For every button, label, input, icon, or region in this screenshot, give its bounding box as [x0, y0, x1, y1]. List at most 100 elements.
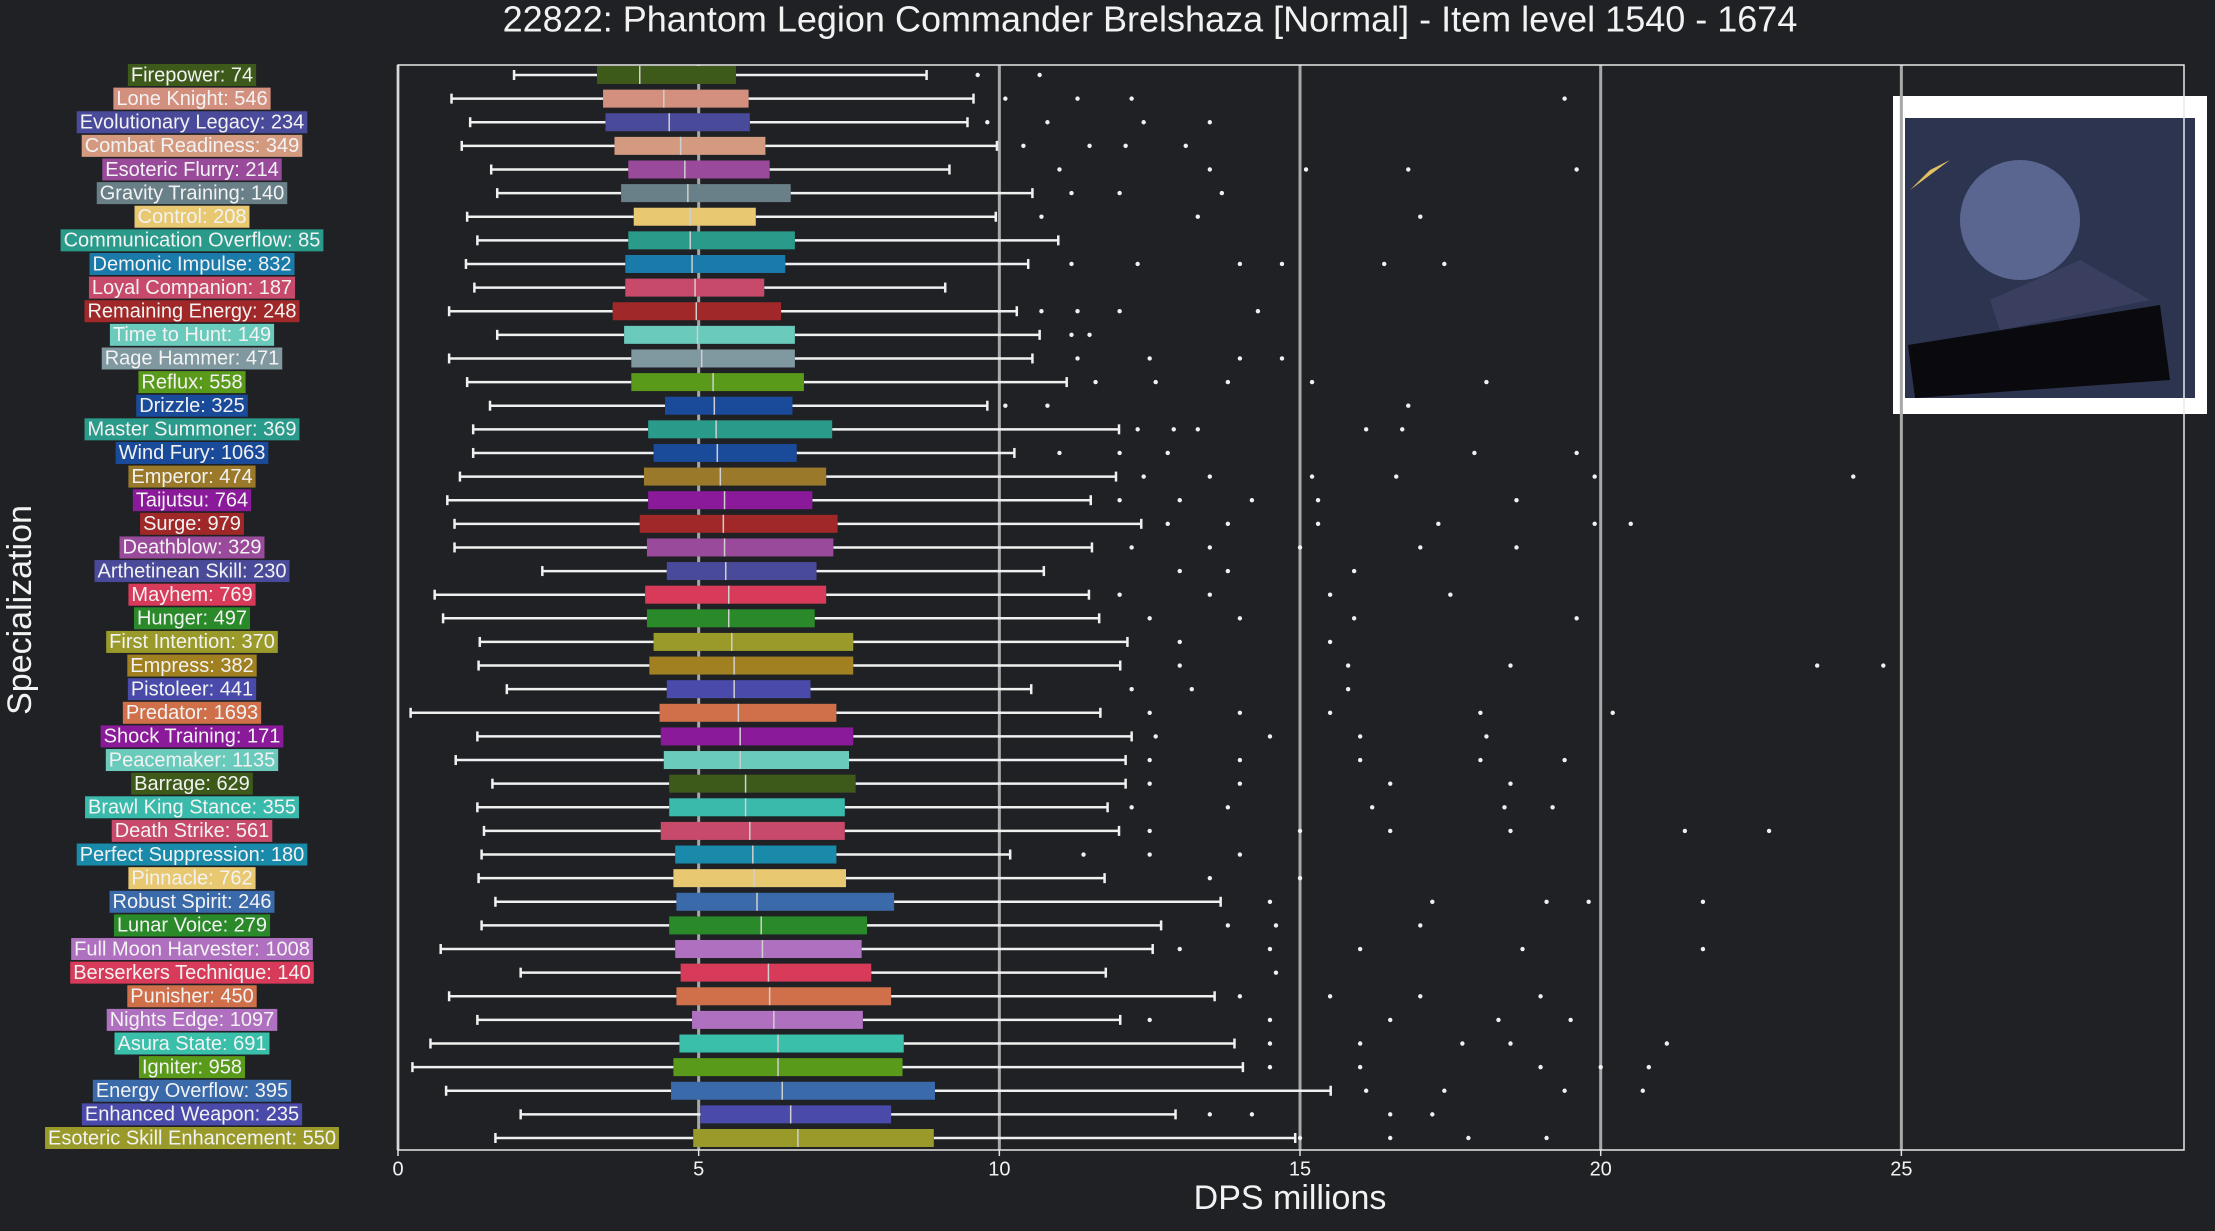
outlier: [1418, 214, 1423, 219]
y-tick-label: Arthetinean Skill: 230: [97, 560, 286, 582]
category-label: Lunar Voice: 279: [113, 914, 271, 937]
box: [614, 136, 766, 155]
outlier: [1237, 261, 1243, 267]
outlier: [1357, 757, 1363, 763]
y-tick-label: Hunger: 497: [137, 608, 247, 630]
outlier: [1237, 994, 1243, 999]
outlier: [1478, 757, 1483, 763]
label-background: [128, 465, 256, 488]
category-label: Barrage: 629: [131, 772, 253, 795]
outlier: [1430, 899, 1435, 904]
outlier: [1508, 1041, 1513, 1046]
y-tick-label: Shock Training: 171: [104, 726, 281, 748]
box: [669, 774, 856, 793]
category-label: Esoteric Skill Enhancement: 550: [45, 1127, 339, 1149]
outlier: [1147, 781, 1152, 786]
outlier: [1460, 1041, 1465, 1046]
outlier: [1418, 545, 1423, 550]
outlier: [1129, 545, 1134, 550]
y-tick-label: Brawl King Stance: 355: [88, 797, 296, 819]
outlier: [1562, 757, 1567, 763]
plot-frame: [397, 64, 2185, 1151]
outlier: [1766, 828, 1772, 834]
outlier: [1147, 852, 1152, 857]
label-background: [100, 725, 284, 748]
outlier: [1087, 332, 1092, 338]
y-tick-label: Igniter: 958: [142, 1056, 242, 1078]
outlier: [1249, 1112, 1255, 1117]
y-tick-label: Pistoleer: 441: [131, 678, 253, 700]
label-background: [134, 205, 250, 228]
outlier: [1315, 521, 1321, 527]
y-tick-label: Punisher: 450: [130, 986, 253, 1008]
outlier: [1508, 663, 1513, 668]
outlier: [1075, 96, 1080, 101]
outlier: [1586, 899, 1591, 904]
outlier: [1039, 214, 1044, 219]
outlier: [1195, 214, 1200, 219]
y-tick-label: Loyal Companion: 187: [92, 277, 292, 299]
outlier: [1267, 734, 1273, 739]
outlier: [1484, 734, 1489, 739]
box: [645, 585, 827, 604]
outlier: [1382, 261, 1387, 267]
label-background: [81, 1103, 303, 1126]
outlier: [1351, 616, 1357, 621]
outlier: [1442, 261, 1447, 267]
label-background: [85, 796, 299, 819]
outlier: [1520, 946, 1525, 952]
label-background: [138, 1056, 246, 1079]
outlier: [1682, 828, 1688, 834]
category-label: Evolutionary Legacy: 234: [76, 111, 308, 134]
category-label: Predator: 1693: [122, 701, 262, 724]
label-background: [113, 914, 271, 937]
category-label: Firepower: 74: [127, 64, 257, 86]
outlier: [1400, 427, 1405, 432]
y-axis-label: Specialization: [1, 505, 39, 715]
outlier: [1357, 946, 1363, 952]
outlier: [1237, 616, 1243, 621]
label-background: [105, 749, 279, 772]
y-tick-label: Lunar Voice: 279: [117, 915, 267, 937]
outlier: [1700, 946, 1706, 952]
outlier: [1514, 498, 1519, 503]
box: [671, 1081, 936, 1100]
y-tick-label: Firepower: 74: [131, 64, 253, 86]
outlier: [1406, 403, 1411, 408]
outlier: [1279, 261, 1285, 267]
outlier: [1363, 427, 1369, 432]
outlier: [1045, 403, 1050, 408]
label-background: [76, 111, 308, 134]
outlier: [1045, 120, 1050, 125]
category-label: Enhanced Weapon: 235: [81, 1103, 303, 1126]
box: [624, 325, 795, 344]
label-background: [45, 1127, 339, 1149]
y-tick-label: Control: 208: [138, 206, 247, 228]
y-tick-label: Communication Overflow: 85: [64, 230, 321, 252]
box: [680, 963, 872, 982]
outlier: [1267, 1064, 1273, 1070]
outlier: [1003, 96, 1008, 101]
y-tick-label: Taijutsu: 764: [136, 489, 248, 511]
box: [646, 609, 815, 628]
label-background: [138, 371, 246, 394]
outlier: [1484, 379, 1489, 385]
chart-title: 22822: Phantom Legion Commander Brelshaz…: [503, 0, 1798, 40]
box: [675, 845, 837, 864]
outlier: [1153, 734, 1158, 739]
outlier: [1472, 450, 1477, 456]
outlier: [1327, 639, 1333, 645]
outlier: [1237, 852, 1243, 857]
outlier: [1502, 805, 1507, 810]
category-label: Energy Overflow: 395: [92, 1079, 292, 1102]
box: [648, 491, 813, 510]
outlier: [1628, 521, 1633, 527]
y-tick-label: Remaining Energy: 248: [87, 301, 296, 323]
category-label: Asura State: 691: [114, 1032, 270, 1055]
outlier: [1171, 427, 1176, 432]
box: [666, 680, 811, 699]
label-background: [115, 441, 269, 464]
outlier: [1544, 899, 1549, 904]
outlier: [1147, 710, 1152, 715]
outlier: [1309, 379, 1315, 385]
